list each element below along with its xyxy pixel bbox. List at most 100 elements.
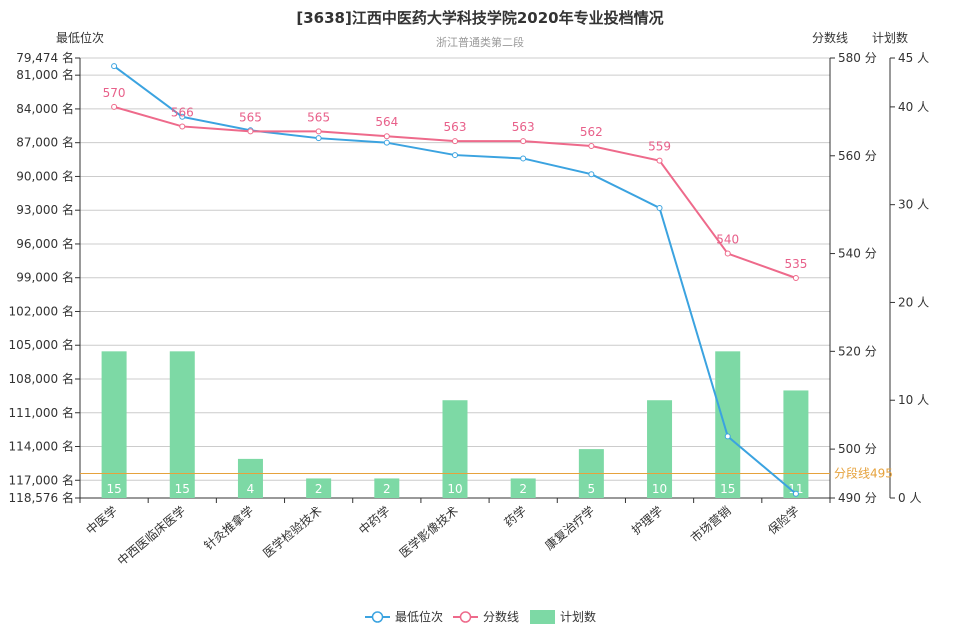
legend-swatch-marker xyxy=(371,611,384,623)
category-label: 医学检验技术 xyxy=(260,503,325,561)
bar-value-label: 10 xyxy=(447,482,462,496)
score-value-label: 562 xyxy=(580,125,603,139)
rank-point xyxy=(315,135,322,142)
category-label: 保险学 xyxy=(765,503,802,538)
bar-value-label: 10 xyxy=(652,482,667,496)
plan-tick-label: 30 人 xyxy=(898,198,929,212)
bar-value-label: 11 xyxy=(788,482,803,496)
legend-swatch-marker xyxy=(459,611,472,623)
bar-value-label: 2 xyxy=(383,482,391,496)
score-value-label: 540 xyxy=(716,233,739,247)
rank-point xyxy=(724,433,731,440)
bar xyxy=(442,400,468,498)
plan-tick-label: 20 人 xyxy=(898,295,929,309)
chart-title: [3638]江西中医药大学科技学院2020年专业投档情况 xyxy=(296,9,663,27)
left-tick-label: 102,000 名 xyxy=(9,303,74,318)
category-label: 中药学 xyxy=(356,503,393,538)
bar-value-label: 4 xyxy=(247,482,255,496)
rank-point xyxy=(383,139,390,146)
left-tick-label: 108,000 名 xyxy=(9,371,74,386)
bar-value-label: 15 xyxy=(106,482,121,496)
plan-axis-name: 计划数 xyxy=(872,30,908,45)
left-tick-label: 87,000 名 xyxy=(16,135,74,150)
mark-line: 分段线495 xyxy=(80,466,893,481)
bar xyxy=(306,478,332,498)
score-value-label: 565 xyxy=(239,110,262,124)
score-value-label: 565 xyxy=(307,110,330,124)
score-point xyxy=(383,133,390,140)
bar xyxy=(101,351,127,498)
score-point xyxy=(792,275,799,281)
score-tick-label: 500 分 xyxy=(838,442,877,456)
category-label: 针灸推拿学 xyxy=(201,503,257,553)
legend[interactable]: 最低位次 分数线 计划数 xyxy=(365,609,596,624)
score-point xyxy=(520,138,527,145)
score-point xyxy=(111,103,118,110)
plan-tick-label: 0 人 xyxy=(898,491,921,505)
left-tick-label: 111,000 名 xyxy=(9,405,74,420)
left-tick-label: 93,000 名 xyxy=(16,202,74,217)
bar-value-label: 2 xyxy=(315,482,323,496)
bar xyxy=(169,351,195,498)
left-tick-label: 117,000 名 xyxy=(9,472,74,487)
bar xyxy=(237,458,263,498)
series-lines[interactable]: 570 566 565 565 564 563 563 562 559 540 535 xyxy=(103,63,808,497)
legend-label: 计划数 xyxy=(560,609,596,624)
bar xyxy=(374,478,400,498)
score-point xyxy=(247,128,254,135)
left-tick-label: 118,576 名 xyxy=(9,490,74,505)
score-value-label: 563 xyxy=(512,120,535,134)
bar-value-label: 2 xyxy=(519,482,527,496)
category-label: 药学 xyxy=(501,503,529,530)
legend-label: 分数线 xyxy=(483,609,519,624)
bar xyxy=(510,478,536,498)
rank-point xyxy=(111,63,118,70)
chart-subtitle: 浙江普通类第二段 xyxy=(436,35,524,49)
bar-value-label: 5 xyxy=(588,482,596,496)
score-point xyxy=(724,250,731,257)
rank-point xyxy=(179,113,186,120)
score-axis-name: 分数线 xyxy=(812,30,848,45)
legend-label: 最低位次 xyxy=(395,609,443,624)
rank-point xyxy=(452,152,458,159)
left-tick-label: 81,000 名 xyxy=(16,67,74,82)
score-value-label: 559 xyxy=(648,140,671,154)
score-value-label: 564 xyxy=(375,115,398,129)
rank-point xyxy=(588,171,595,178)
score-tick-label: 560 分 xyxy=(838,149,877,163)
category-label: 护理学 xyxy=(628,503,665,538)
rank-point xyxy=(656,204,663,211)
bar xyxy=(647,400,673,498)
plan-tick-label: 45 人 xyxy=(898,51,929,65)
score-value-label: 566 xyxy=(171,105,194,119)
mark-line-label: 分段线495 xyxy=(834,466,893,481)
category-label: 中医学 xyxy=(83,503,120,538)
bar xyxy=(715,351,741,498)
left-tick-label: 114,000 名 xyxy=(9,439,74,454)
bar-value-label: 15 xyxy=(720,482,735,496)
left-axis-name: 最低位次 xyxy=(56,30,104,45)
score-point xyxy=(179,123,186,130)
score-value-label: 570 xyxy=(103,86,126,100)
score-tick-label: 580 分 xyxy=(838,51,877,65)
left-tick-label: 90,000 名 xyxy=(16,168,74,183)
category-label: 康复治疗学 xyxy=(542,503,598,553)
rank-point xyxy=(520,155,527,162)
score-tick-label: 540 分 xyxy=(838,247,877,261)
score-tick-label: 520 分 xyxy=(838,344,877,358)
left-tick-label: 96,000 名 xyxy=(16,236,74,251)
score-value-label: 535 xyxy=(784,257,807,271)
left-tick-label: 105,000 名 xyxy=(9,337,74,352)
category-label: 医学影像技术 xyxy=(396,503,461,561)
left-tick-label: 79,474 名 xyxy=(16,50,74,65)
left-tick-label: 99,000 名 xyxy=(16,270,74,285)
score-value-label: 563 xyxy=(444,120,467,134)
bar-value-label: 15 xyxy=(175,482,190,496)
plan-tick-label: 10 人 xyxy=(898,393,929,407)
category-label: 市场营销 xyxy=(687,503,733,545)
score-point xyxy=(315,128,322,135)
score-point xyxy=(656,157,663,164)
plan-bars[interactable]: 15 15 4 2 2 10 2 5 10 15 11 xyxy=(101,351,809,498)
left-tick-label: 84,000 名 xyxy=(16,101,74,116)
